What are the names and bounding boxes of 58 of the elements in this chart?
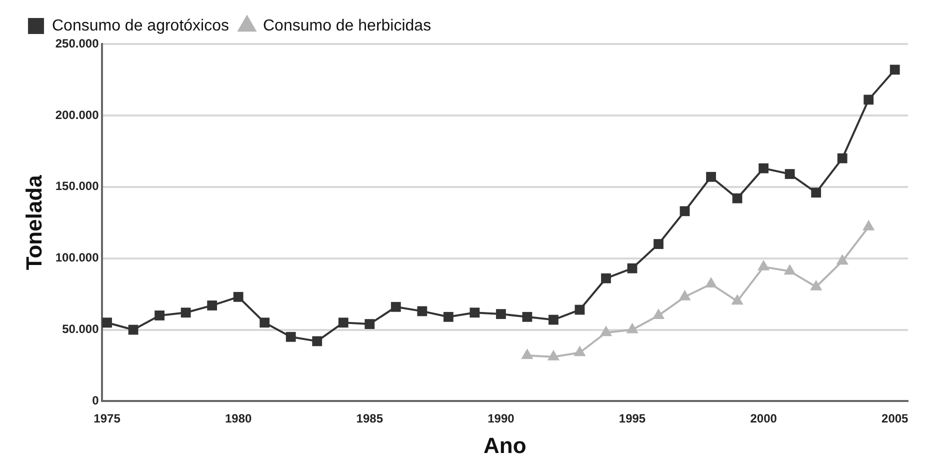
point <box>102 318 112 328</box>
y-tick-label: 150.000 <box>55 179 100 194</box>
x-tick-label: 1980 <box>224 412 252 426</box>
point <box>784 169 795 179</box>
point <box>731 294 744 305</box>
point <box>654 239 664 249</box>
point <box>547 350 560 360</box>
x-tick-label: 1975 <box>94 412 121 426</box>
point <box>233 292 244 302</box>
point <box>890 64 900 75</box>
point <box>706 172 716 182</box>
point <box>180 308 191 318</box>
x-tick-label: 1995 <box>618 412 646 426</box>
point <box>784 264 796 275</box>
point <box>521 348 534 359</box>
x-tick-label: 2000 <box>750 412 778 426</box>
point <box>626 322 638 334</box>
point <box>548 314 558 325</box>
point <box>811 188 822 198</box>
x-tick-label: 1985 <box>356 412 384 426</box>
y-tick-label: 50.000 <box>62 322 100 336</box>
point <box>338 318 348 328</box>
point <box>286 332 296 342</box>
y-axis-title: Tonelada <box>21 174 46 270</box>
point <box>417 306 428 316</box>
point <box>627 263 638 274</box>
point <box>836 254 848 265</box>
point <box>837 153 848 164</box>
legend-label: Consumo de herbicidas <box>262 17 432 34</box>
point <box>390 302 401 312</box>
point <box>443 312 454 322</box>
point <box>312 336 322 346</box>
point <box>574 346 586 356</box>
y-tick-label: 0 <box>92 394 100 408</box>
point <box>680 206 690 216</box>
point <box>207 300 218 310</box>
point <box>574 304 585 315</box>
y-tick-label: 200.000 <box>55 108 100 122</box>
point <box>600 326 612 336</box>
x-tick-label: 1990 <box>488 412 515 426</box>
point <box>470 308 480 318</box>
point <box>758 163 769 174</box>
x-tick-label: 2005 <box>882 412 909 426</box>
point <box>601 273 611 284</box>
point <box>154 310 164 320</box>
legend-label: Consumo de agrotóxicos <box>52 17 229 34</box>
y-tick-label: 100.000 <box>55 250 100 265</box>
point <box>678 290 691 300</box>
point <box>496 309 506 319</box>
y-tick-label: 250.000 <box>55 36 100 50</box>
point <box>864 94 874 105</box>
point <box>128 324 138 335</box>
x-axis-title: Ano <box>484 432 526 458</box>
point <box>704 277 718 288</box>
point <box>364 319 375 329</box>
point <box>522 312 532 322</box>
point <box>260 318 270 328</box>
point <box>732 193 742 204</box>
